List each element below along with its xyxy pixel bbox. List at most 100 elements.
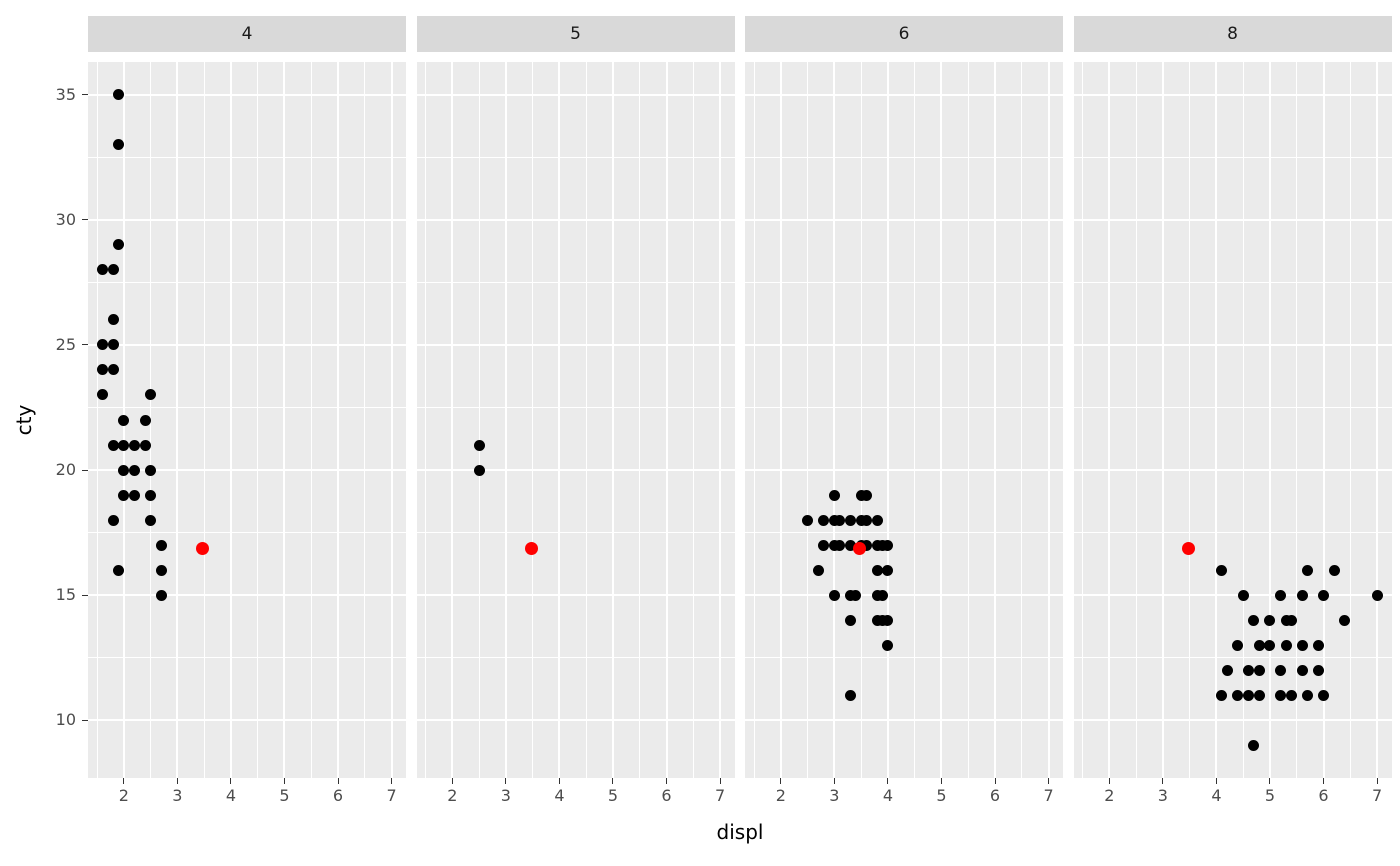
x-tick-label: 4 [1211, 786, 1222, 805]
data-point [1285, 614, 1297, 626]
data-point [145, 514, 157, 526]
facet-strip: 6 [745, 16, 1063, 52]
x-major-gridline [1047, 62, 1050, 778]
data-point [139, 414, 151, 426]
x-tick-mark [123, 778, 125, 784]
y-major-gridline [416, 343, 735, 346]
facet-strip: 5 [416, 16, 735, 52]
data-point [1237, 589, 1249, 601]
x-tick-mark [337, 778, 339, 784]
facet-panel [88, 62, 406, 778]
x-tick-label: 7 [1043, 786, 1054, 805]
x-tick-mark [1215, 778, 1217, 784]
y-major-gridline [88, 594, 406, 597]
y-major-gridline [745, 343, 1063, 346]
x-tick-label: 6 [661, 786, 672, 805]
data-point [113, 139, 124, 151]
x-tick-mark [176, 778, 178, 784]
x-minor-gridline [96, 62, 98, 778]
data-point [1216, 689, 1228, 701]
x-tick-mark [558, 778, 560, 784]
data-point [473, 464, 485, 476]
data-point [812, 564, 824, 576]
data-point [155, 539, 167, 551]
data-point [1253, 689, 1265, 701]
data-point [1264, 614, 1276, 626]
data-point [107, 439, 119, 451]
x-major-gridline [1108, 62, 1111, 778]
data-point [113, 89, 124, 101]
x-minor-gridline [532, 62, 534, 778]
data-point [145, 464, 157, 476]
x-tick-label: 7 [1371, 786, 1383, 805]
x-major-gridline [719, 62, 722, 778]
x-minor-gridline [860, 62, 862, 778]
y-minor-gridline [416, 156, 735, 158]
x-major-gridline [1268, 62, 1271, 778]
x-major-gridline [451, 62, 454, 778]
x-tick-mark [940, 778, 942, 784]
y-major-gridline [88, 218, 406, 221]
x-tick-mark [719, 778, 721, 784]
y-minor-gridline [745, 406, 1063, 408]
highlight-point [1181, 542, 1195, 556]
x-tick-label: 5 [936, 786, 947, 805]
y-major-gridline [745, 719, 1063, 722]
data-point [844, 539, 856, 551]
data-point [129, 464, 141, 476]
x-minor-gridline [967, 62, 969, 778]
y-tick-label: 35 [55, 84, 76, 104]
x-minor-gridline [1189, 62, 1191, 778]
data-point [871, 564, 883, 576]
y-minor-gridline [88, 406, 406, 408]
data-point [155, 564, 167, 576]
data-point [145, 389, 157, 401]
y-minor-gridline [88, 657, 406, 659]
x-minor-gridline [639, 62, 641, 778]
data-point [1312, 664, 1324, 676]
data-point [1275, 689, 1287, 701]
highlight-point [524, 542, 538, 556]
facet-panel [745, 62, 1063, 778]
facet-strip-label: 6 [898, 24, 910, 44]
data-point [139, 439, 151, 451]
data-point [802, 514, 814, 526]
data-point [118, 439, 130, 451]
data-point [1285, 689, 1297, 701]
x-axis-title: displ [716, 820, 764, 844]
x-major-gridline [994, 62, 996, 778]
x-tick-mark [1162, 778, 1164, 784]
x-minor-gridline [585, 62, 587, 778]
facet-strip-label: 8 [1227, 24, 1238, 44]
y-major-gridline [1073, 719, 1392, 722]
data-point [473, 439, 485, 451]
x-major-gridline [833, 62, 836, 778]
x-minor-gridline [692, 62, 694, 778]
x-major-gridline [665, 62, 668, 778]
y-major-gridline [745, 594, 1063, 597]
x-minor-gridline [807, 62, 809, 778]
data-point [1275, 664, 1287, 676]
data-point [1312, 639, 1324, 651]
y-minor-gridline [1073, 532, 1392, 534]
y-minor-gridline [416, 281, 735, 283]
x-major-gridline [611, 62, 614, 778]
y-minor-gridline [416, 657, 735, 659]
x-tick-label: 7 [386, 786, 397, 805]
data-point [844, 514, 856, 526]
y-tick-mark [82, 344, 88, 346]
x-tick-mark [1323, 778, 1324, 784]
y-minor-gridline [416, 406, 735, 408]
y-tick-mark [82, 469, 88, 471]
y-tick-label: 10 [55, 710, 76, 730]
highlight-point [196, 542, 210, 556]
x-tick-label: 5 [607, 786, 619, 805]
data-point [1248, 739, 1260, 751]
x-tick-mark [505, 778, 507, 784]
facet-strip-label: 4 [241, 24, 253, 44]
data-point [828, 489, 840, 501]
y-major-gridline [1073, 93, 1392, 96]
data-point [834, 539, 846, 551]
data-point [844, 689, 856, 701]
